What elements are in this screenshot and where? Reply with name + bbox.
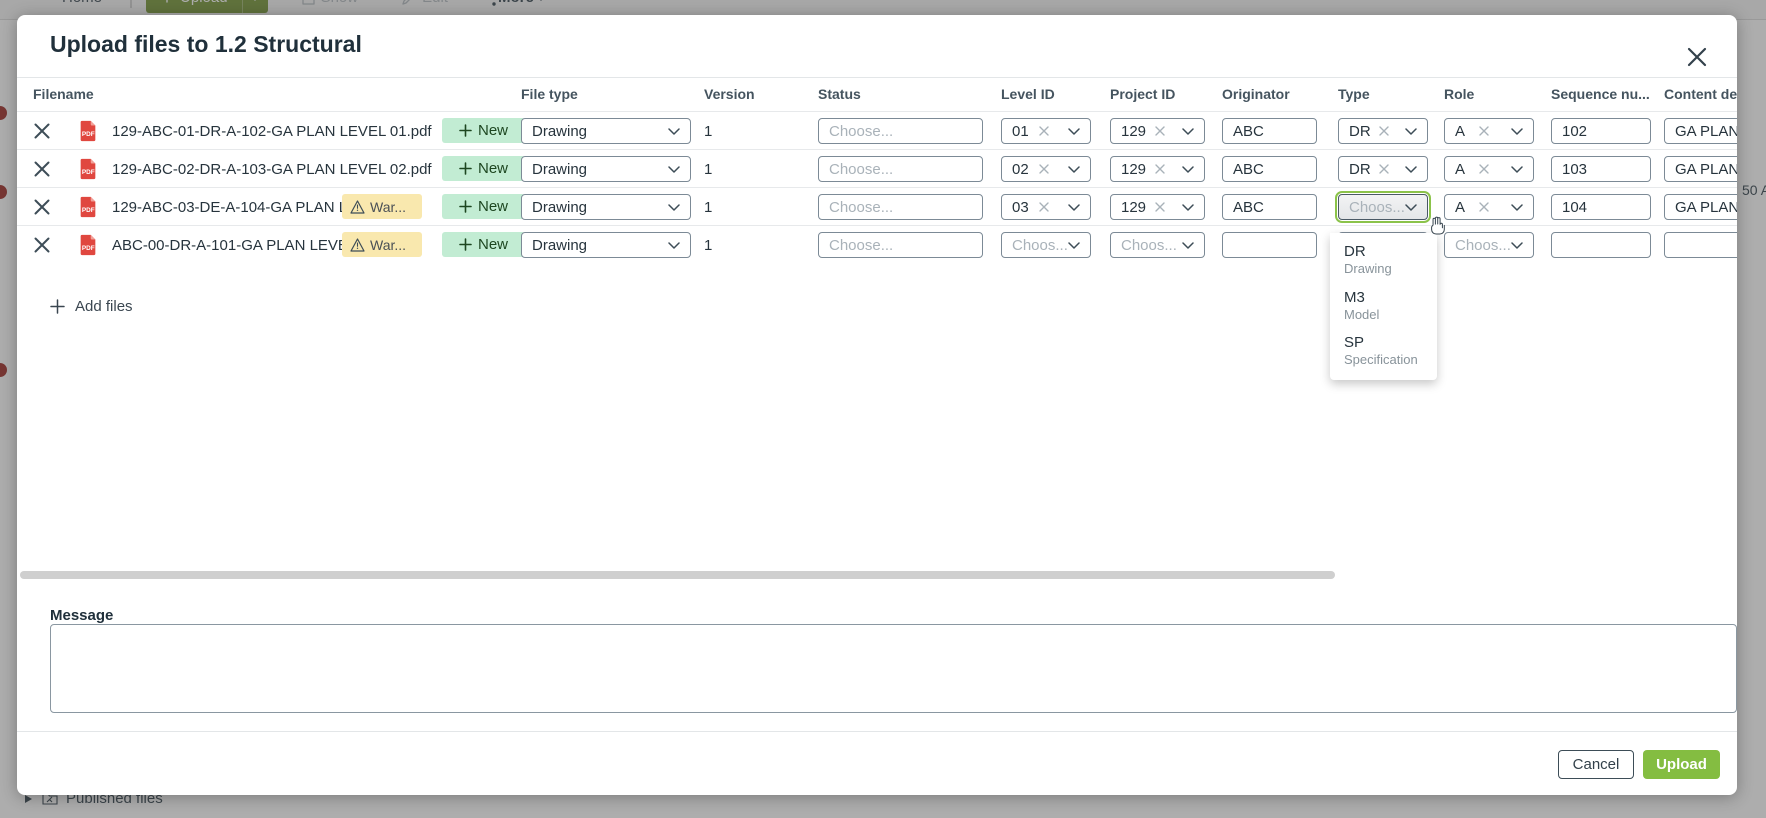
svg-text:PDF: PDF <box>82 131 95 138</box>
svg-text:PDF: PDF <box>82 207 95 214</box>
svg-text:PDF: PDF <box>82 245 95 252</box>
svg-text:PDF: PDF <box>82 169 95 176</box>
